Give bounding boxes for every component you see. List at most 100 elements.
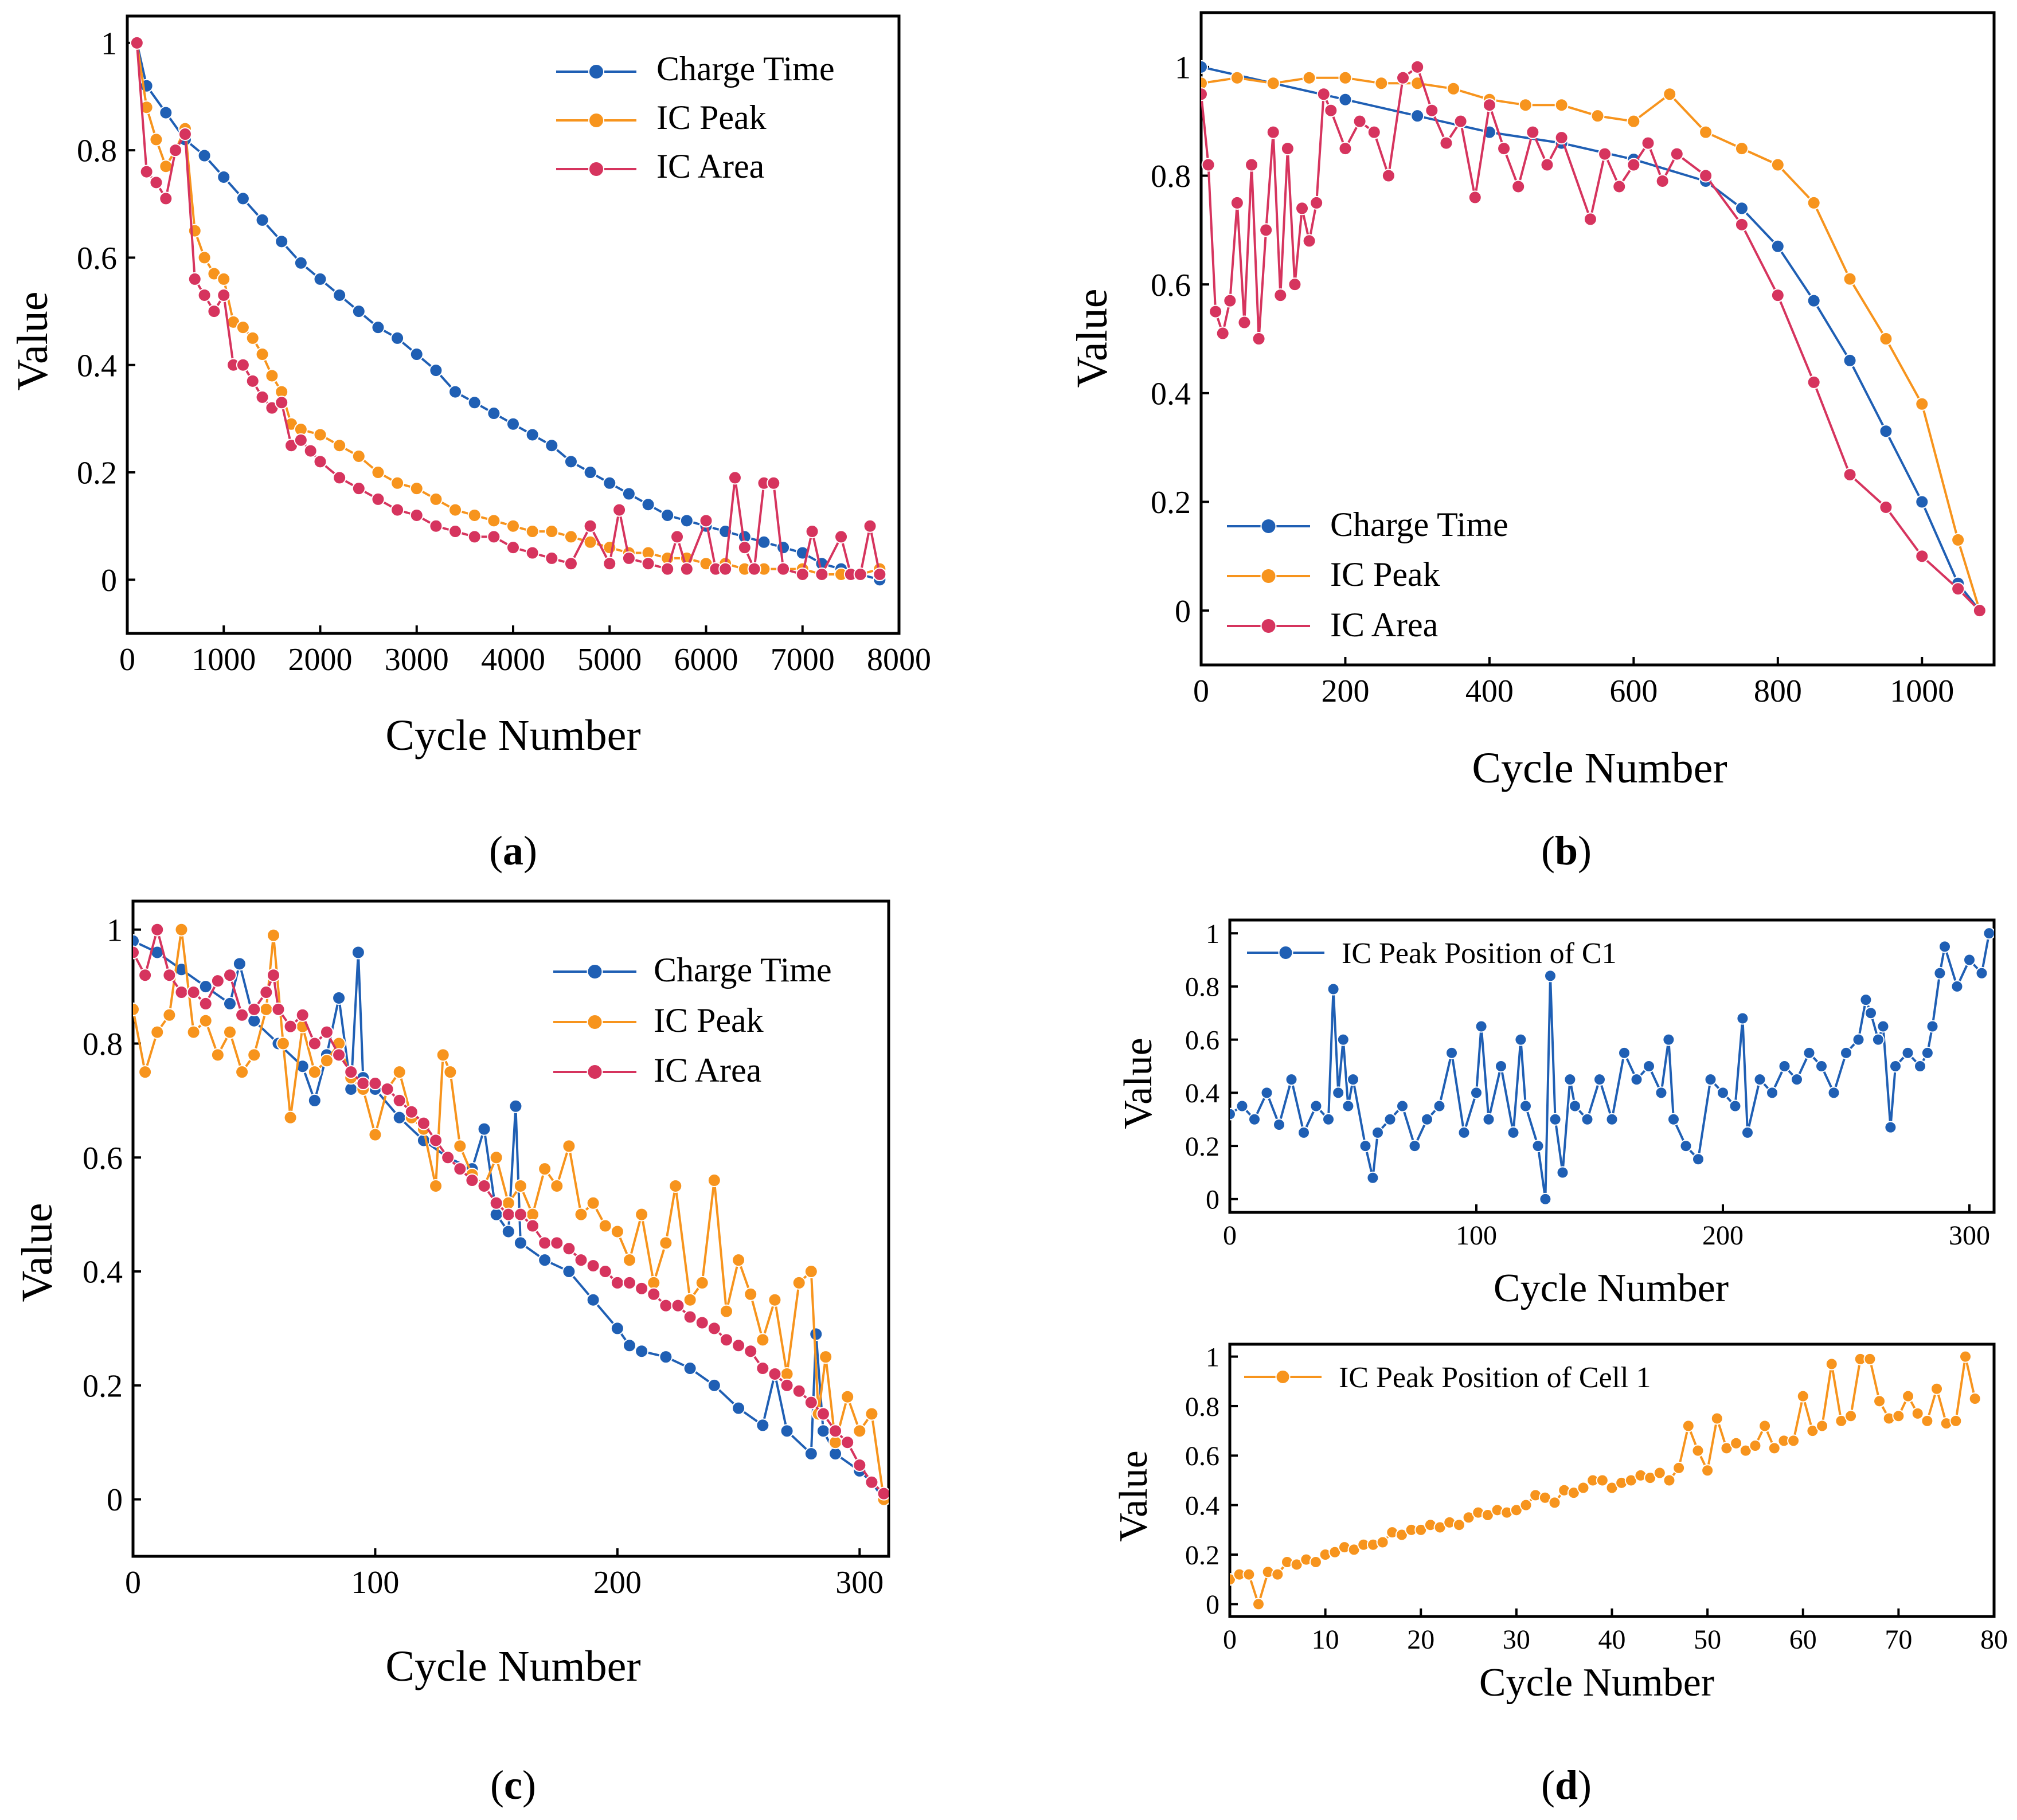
data-point-ic-peak-position-of-cell-1 bbox=[1596, 1474, 1609, 1487]
y-tick-label: 0.8 bbox=[1185, 972, 1219, 1003]
data-point-ic-peak bbox=[409, 482, 424, 496]
data-point-ic-peak bbox=[247, 1048, 261, 1062]
data-point-ic-peak bbox=[768, 1293, 782, 1307]
data-point-ic-peak-position-of-c1 bbox=[1983, 927, 1994, 940]
data-point-charge-time bbox=[545, 439, 559, 453]
data-point-ic-peak-position-of-cell-1 bbox=[1949, 1414, 1963, 1427]
data-point-ic-area bbox=[647, 1287, 661, 1301]
x-tick-label: 100 bbox=[1456, 1220, 1497, 1251]
data-point-ic-peak-position-of-cell-1 bbox=[1309, 1556, 1322, 1568]
y-tick-label: 0 bbox=[1175, 594, 1191, 629]
legend-swatch-marker-ic-peak bbox=[588, 112, 604, 128]
data-point-ic-area bbox=[1670, 147, 1684, 161]
data-point-ic-area bbox=[133, 945, 140, 960]
data-point-ic-peak-position-of-c1 bbox=[1519, 1099, 1532, 1113]
y-tick-label: 1 bbox=[1206, 1342, 1219, 1372]
data-point-ic-peak-position-of-c1 bbox=[1495, 1060, 1507, 1073]
data-point-ic-peak bbox=[545, 525, 559, 539]
data-point-ic-area bbox=[728, 471, 742, 485]
data-point-ic-area bbox=[804, 1395, 818, 1410]
data-point-charge-time bbox=[562, 1265, 576, 1279]
data-point-ic-area bbox=[586, 1259, 600, 1273]
data-point-ic-area bbox=[1807, 375, 1821, 389]
data-point-ic-area bbox=[767, 476, 781, 490]
data-point-ic-peak bbox=[429, 492, 443, 506]
data-point-ic-area bbox=[744, 1344, 758, 1359]
data-point-ic-area bbox=[732, 1338, 746, 1353]
data-point-ic-peak bbox=[259, 1002, 273, 1016]
data-point-ic-peak bbox=[392, 1065, 406, 1079]
data-point-charge-time bbox=[236, 191, 250, 206]
legend-d-bottom: IC Peak Position of Cell 1 bbox=[1244, 1361, 1651, 1394]
data-point-ic-peak-position-of-cell-1 bbox=[1252, 1598, 1265, 1611]
data-point-ic-peak bbox=[1302, 71, 1316, 85]
data-point-ic-peak bbox=[1590, 109, 1605, 123]
legend-label-ic-peak-position-cell1: IC Peak Position of Cell 1 bbox=[1339, 1361, 1651, 1394]
data-point-ic-area bbox=[841, 1435, 855, 1450]
data-point-ic-peak-position-of-cell-1 bbox=[1682, 1419, 1695, 1432]
y-tick-label: 0 bbox=[101, 563, 117, 598]
y-axis-label-d-bottom: Value bbox=[1112, 1450, 1156, 1541]
data-point-ic-peak-position-of-c1 bbox=[1717, 1086, 1729, 1099]
data-point-ic-peak-position-of-cell-1 bbox=[1787, 1434, 1800, 1447]
y-tick-label: 0.8 bbox=[1151, 159, 1191, 194]
x-tick-label: 4000 bbox=[481, 642, 545, 678]
data-point-ic-area bbox=[1453, 114, 1468, 128]
data-point-charge-time bbox=[610, 1321, 624, 1336]
data-point-ic-peak-position-of-c1 bbox=[1667, 1113, 1680, 1126]
data-point-ic-area bbox=[1410, 60, 1425, 74]
data-point-charge-time bbox=[679, 514, 694, 528]
data-point-ic-peak bbox=[1338, 71, 1353, 85]
data-point-ic-peak-position-of-c1 bbox=[1655, 1086, 1668, 1099]
data-point-ic-area bbox=[816, 1407, 830, 1421]
data-point-ic-area bbox=[1770, 288, 1785, 303]
data-point-ic-peak-position-of-c1 bbox=[1544, 969, 1557, 983]
data-point-ic-peak-position-of-c1 bbox=[1470, 1086, 1483, 1099]
data-point-ic-area bbox=[1951, 582, 1965, 596]
data-point-ic-peak-position-of-c1 bbox=[1236, 1099, 1249, 1113]
data-point-ic-peak bbox=[719, 1304, 733, 1318]
data-point-ic-peak bbox=[265, 369, 279, 383]
data-point-ic-peak-position-of-c1 bbox=[1778, 1060, 1791, 1073]
data-point-ic-area bbox=[429, 519, 443, 533]
data-point-charge-time bbox=[255, 213, 269, 227]
data-point-ic-peak-position-of-c1 bbox=[1475, 1020, 1488, 1033]
data-point-ic-area bbox=[550, 1236, 564, 1250]
data-point-ic-peak-position-of-c1 bbox=[1310, 1099, 1323, 1113]
data-point-ic-area bbox=[795, 567, 810, 581]
data-point-ic-peak-position-of-c1 bbox=[1593, 1073, 1606, 1086]
data-point-ic-area bbox=[1734, 217, 1749, 232]
data-point-ic-peak bbox=[538, 1162, 552, 1176]
data-point-ic-area bbox=[1612, 179, 1627, 194]
data-point-charge-time bbox=[1843, 353, 1857, 367]
x-tick-label: 60 bbox=[1789, 1625, 1817, 1655]
legend-swatch-marker-ic-area bbox=[587, 1064, 603, 1080]
data-point-ic-area bbox=[853, 1458, 867, 1472]
data-point-ic-peak bbox=[448, 503, 463, 517]
data-point-charge-time bbox=[1915, 495, 1929, 509]
data-point-ic-peak-position-of-c1 bbox=[1359, 1140, 1372, 1153]
data-point-ic-peak bbox=[501, 1196, 515, 1210]
data-point-charge-time bbox=[780, 1424, 794, 1438]
x-tick-label: 10 bbox=[1312, 1625, 1339, 1655]
x-axis-label-d-top: Cycle Number bbox=[1494, 1266, 1729, 1310]
data-point-ic-area bbox=[853, 567, 867, 581]
data-point-ic-area bbox=[448, 525, 463, 539]
data-point-ic-area bbox=[1381, 169, 1396, 183]
legend-swatch-marker-ic-peak bbox=[587, 1014, 603, 1030]
data-point-charge-time bbox=[313, 272, 327, 286]
x-tick-label: 0 bbox=[1223, 1625, 1237, 1655]
y-axis-label-a: Value bbox=[9, 291, 57, 390]
x-tick-label: 1000 bbox=[191, 642, 256, 678]
data-point-charge-time bbox=[333, 288, 347, 302]
x-axis-label-b: Cycle Number bbox=[1472, 744, 1727, 792]
data-point-ic-peak-position-of-c1 bbox=[1482, 1113, 1495, 1126]
data-point-ic-peak-position-of-c1 bbox=[1852, 1033, 1865, 1046]
data-point-ic-area bbox=[356, 1077, 370, 1091]
legend-label-ic-area: IC Area bbox=[1330, 606, 1438, 644]
data-point-ic-peak-position-of-c1 bbox=[1421, 1113, 1433, 1126]
data-point-ic-peak-position-of-cell-1 bbox=[1452, 1518, 1465, 1532]
data-point-charge-time bbox=[448, 385, 463, 399]
data-point-ic-area bbox=[1209, 304, 1223, 319]
data-point-ic-area bbox=[210, 974, 225, 988]
